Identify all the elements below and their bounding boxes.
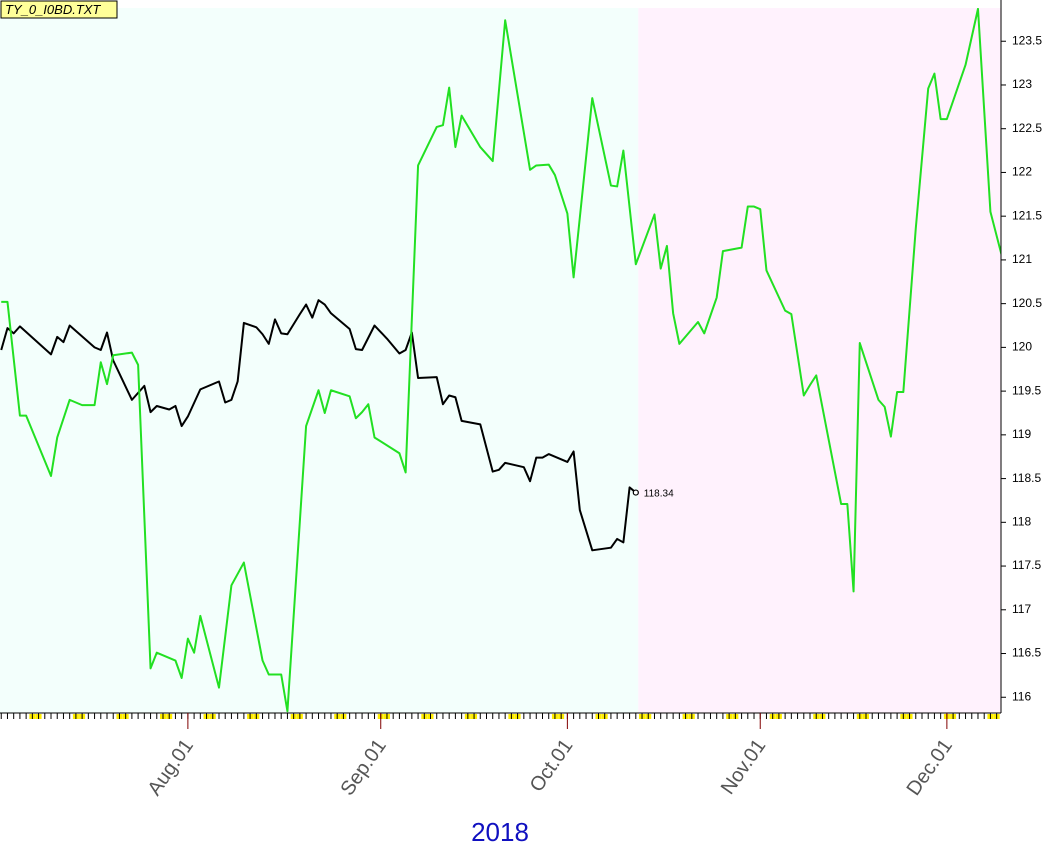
y-tick-label: 123 [1012, 77, 1032, 91]
y-tick-label: 116.5 [1012, 646, 1041, 660]
shaded-region [638, 8, 1001, 713]
x-tick-label: Aug.01 [144, 735, 198, 800]
series-line [0, 299, 637, 552]
y-tick-label: 122 [1012, 165, 1032, 179]
y-tick-label: 121.5 [1012, 208, 1042, 222]
y-tick-label: 117.5 [1012, 558, 1041, 572]
y-tick-label: 116 [1012, 689, 1031, 703]
x-tick-label: Dec.01 [903, 735, 957, 800]
x-tick-label: Nov.01 [717, 735, 771, 798]
background-regions [0, 8, 1001, 713]
chart-title: TY_0_I0BD.TXT [5, 2, 101, 17]
title-box [0, 0, 118, 19]
shaded-region [0, 8, 639, 713]
series-line [1, 8, 1001, 713]
plot-area [0, 8, 1001, 713]
y-tick-label: 120 [1012, 340, 1032, 354]
y-tick-label: 118.5 [1012, 471, 1041, 485]
x-tick-label: Sep.01 [336, 735, 390, 800]
y-tick-label: 121 [1012, 252, 1032, 266]
y-tick-label: 119.5 [1012, 383, 1041, 397]
y-tick-label: 118 [1012, 514, 1031, 528]
x-tick-label: Oct.01 [526, 735, 578, 796]
x-axis-label: 2018 [471, 817, 529, 847]
y-tick-label: 122.5 [1012, 121, 1042, 135]
y-tick-label: 119 [1012, 427, 1031, 441]
end-value-label: 118.34 [644, 489, 674, 500]
y-tick-label: 117 [1012, 602, 1031, 616]
end-marker [632, 489, 639, 496]
y-tick-label: 123.5 [1012, 33, 1042, 47]
y-tick-label: 120.5 [1012, 296, 1042, 310]
